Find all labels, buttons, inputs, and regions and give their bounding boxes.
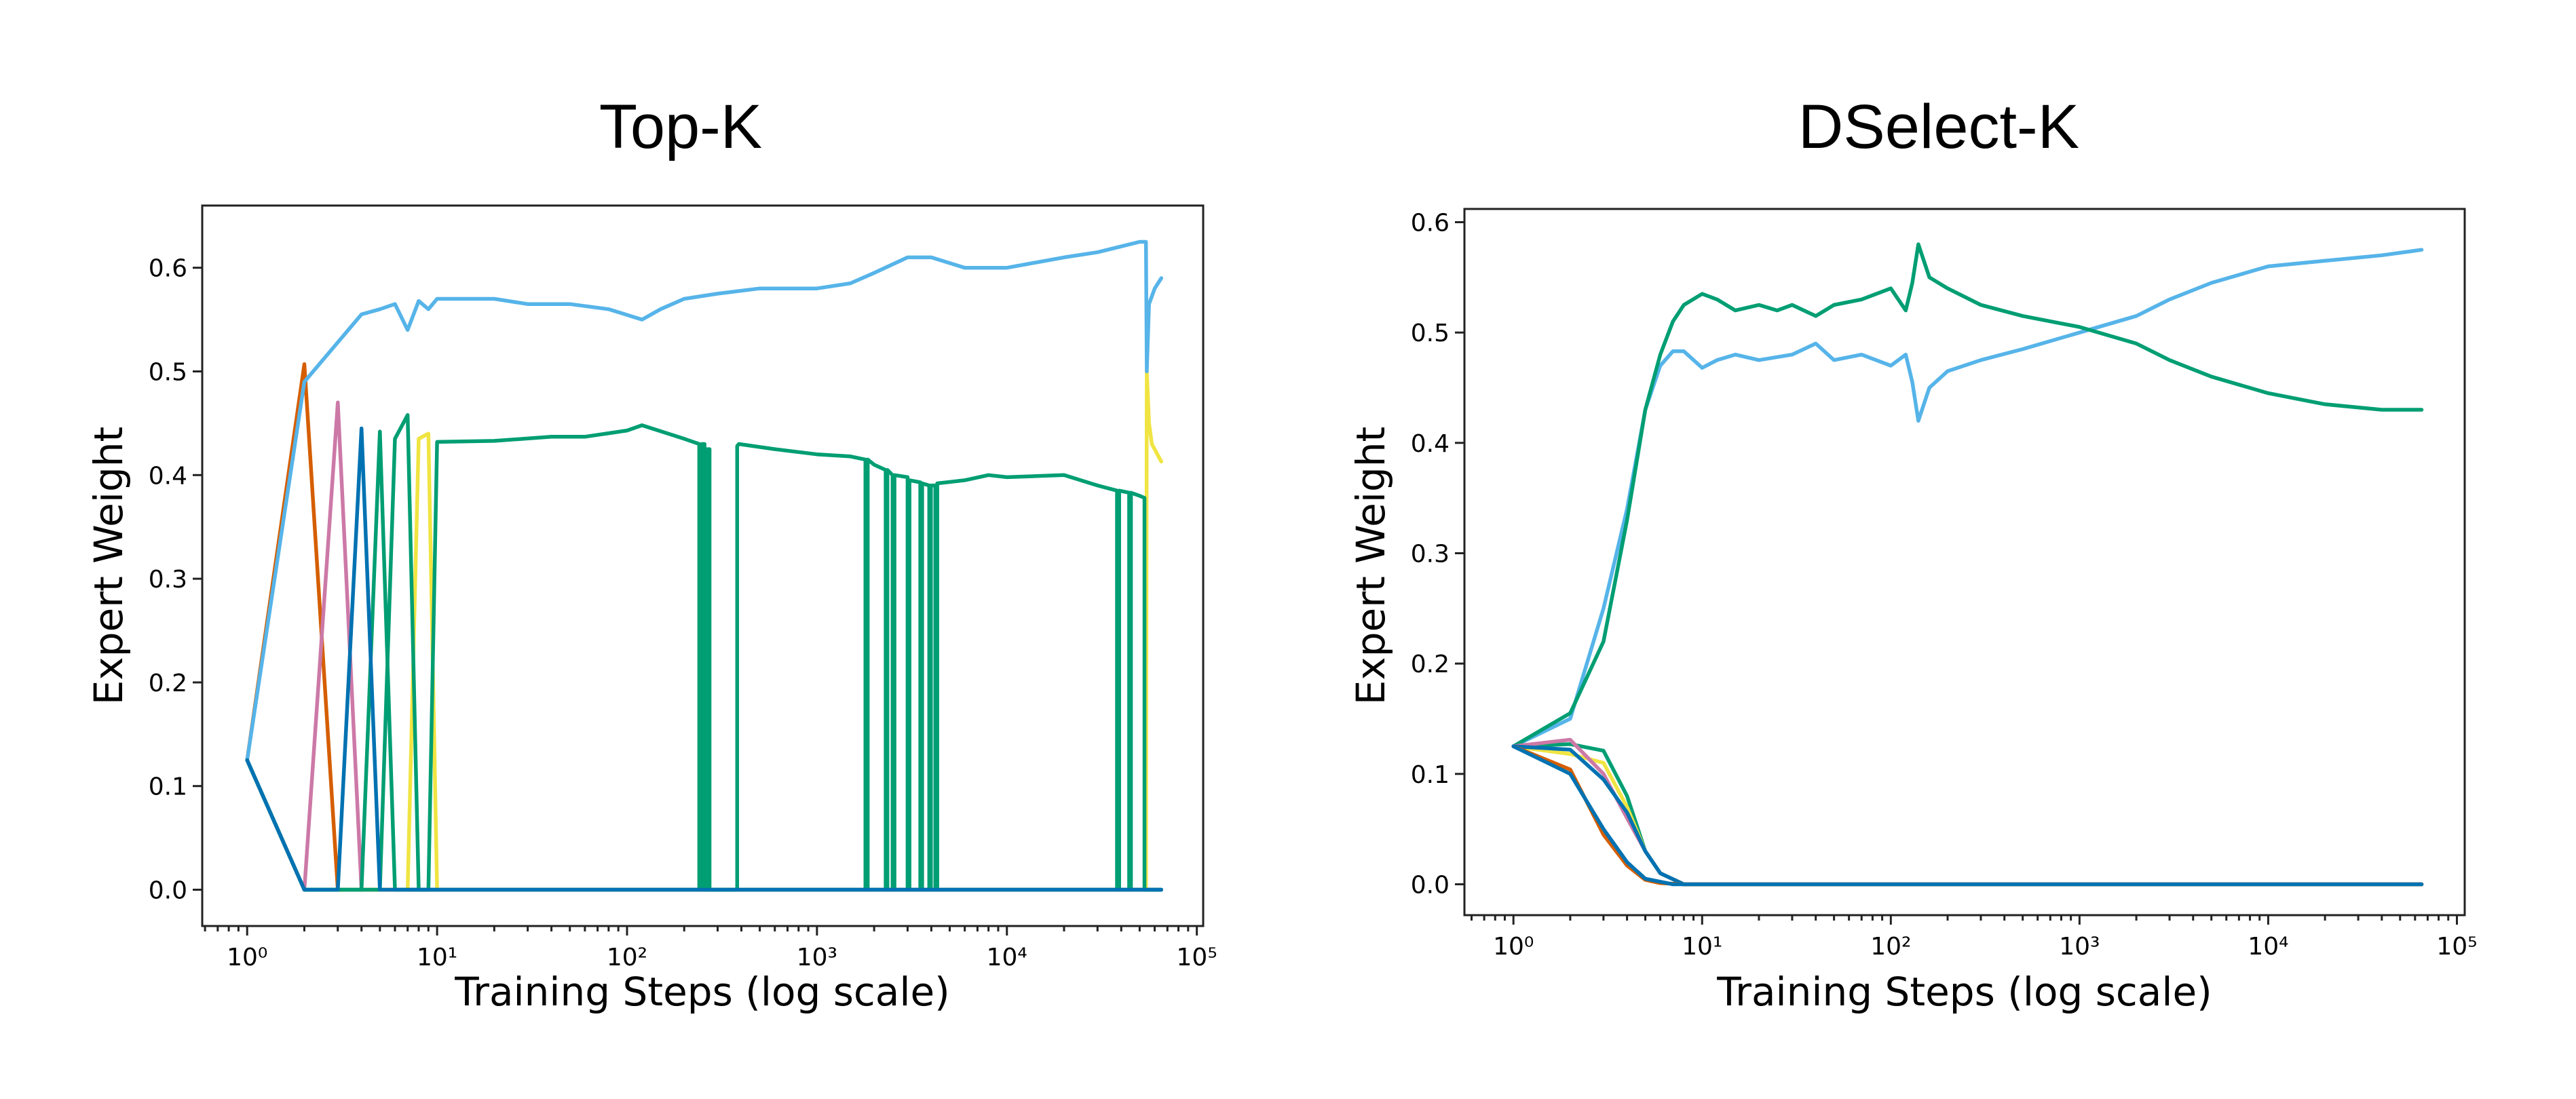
y-axis-label: Expert Weight bbox=[86, 427, 132, 706]
y-axis-label: Expert Weight bbox=[1348, 427, 1394, 706]
y-tick-label: 0.3 bbox=[149, 566, 187, 594]
x-tick-label: 10⁴ bbox=[987, 944, 1027, 971]
y-tick-label: 0.4 bbox=[149, 462, 187, 490]
y-tick-label: 0.3 bbox=[1411, 540, 1450, 568]
plot-frame bbox=[1463, 208, 2466, 917]
chart-title: Top-K bbox=[599, 92, 762, 161]
series-line-7 bbox=[1511, 744, 2424, 887]
series-line-4 bbox=[245, 239, 1164, 763]
x-tick-label: 10¹ bbox=[417, 944, 457, 971]
topk-panel: Top-K Training Steps (log scale) Expert … bbox=[86, 92, 1217, 1015]
x-axis-label: Training Steps (log scale) bbox=[1716, 969, 2212, 1015]
x-tick-label: 10¹ bbox=[1682, 933, 1722, 961]
x-tick-label: 10⁰ bbox=[227, 944, 267, 971]
x-tick-label: 10³ bbox=[797, 944, 837, 971]
series-line-8 bbox=[1511, 744, 2424, 887]
x-tick-label: 10² bbox=[607, 944, 647, 971]
plot-frame bbox=[201, 204, 1205, 927]
y-tick-label: 0.6 bbox=[1411, 210, 1450, 237]
x-tick-label: 10² bbox=[1870, 933, 1911, 961]
x-tick-label: 10⁵ bbox=[1177, 944, 1217, 971]
dselectk-panel: DSelect-K Training Steps (log scale) Exp… bbox=[1348, 92, 2478, 1015]
y-tick-label: 0.0 bbox=[1411, 871, 1450, 899]
x-tick-label: 10³ bbox=[2059, 933, 2100, 961]
y-tick-label: 0.4 bbox=[1411, 430, 1450, 458]
y-tick-label: 0.2 bbox=[1411, 651, 1450, 678]
x-tick-label: 10⁴ bbox=[2248, 933, 2288, 961]
series-line-5 bbox=[1511, 737, 2424, 887]
x-tick-label: 10⁵ bbox=[2436, 933, 2477, 961]
y-tick-label: 0.2 bbox=[149, 670, 187, 697]
y-tick-label: 0.1 bbox=[1411, 761, 1450, 789]
series-line-2 bbox=[1511, 242, 2424, 748]
y-tick-label: 0.6 bbox=[149, 255, 187, 283]
series-line-3 bbox=[1511, 742, 2424, 887]
y-tick-label: 0.5 bbox=[149, 358, 187, 386]
series-line-6 bbox=[1511, 744, 2424, 887]
series-line-6 bbox=[245, 412, 1164, 892]
x-axis-label: Training Steps (log scale) bbox=[454, 969, 950, 1015]
y-tick-label: 0.1 bbox=[149, 773, 187, 801]
y-tick-label: 0.0 bbox=[149, 877, 187, 905]
series-line-7 bbox=[245, 426, 1164, 892]
chart-title: DSelect-K bbox=[1798, 92, 2079, 161]
series-line-1 bbox=[1511, 248, 2424, 748]
x-tick-label: 10⁰ bbox=[1493, 933, 1534, 961]
series-line-4 bbox=[1511, 744, 2424, 887]
y-tick-label: 0.5 bbox=[1411, 320, 1450, 347]
